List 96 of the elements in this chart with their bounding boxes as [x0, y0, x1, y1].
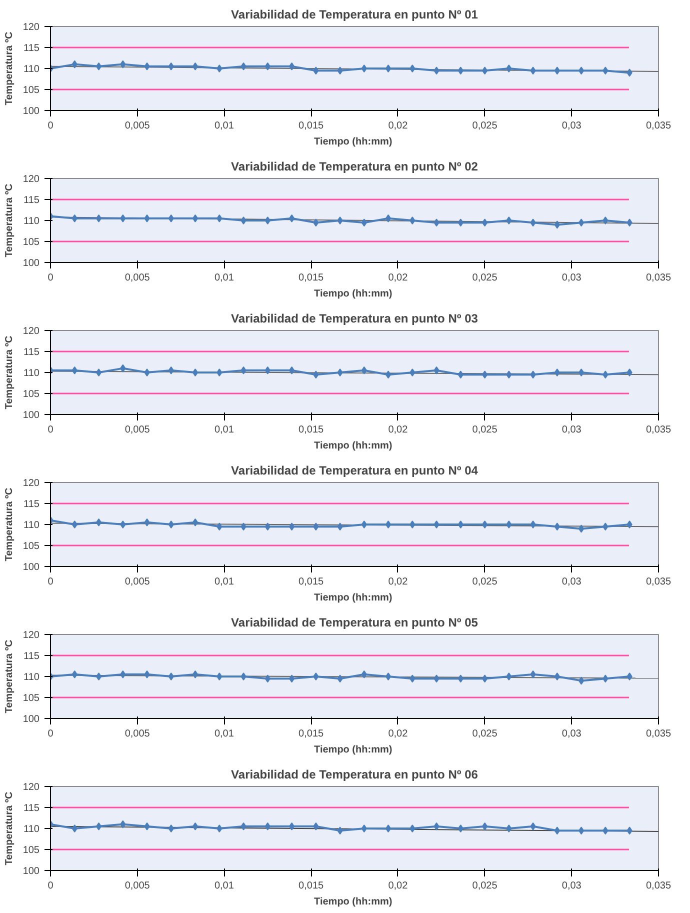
y-tick-label: 120 — [22, 478, 40, 489]
x-tick-label: 0,015 — [298, 728, 324, 740]
x-tick-label: 0 — [48, 880, 54, 892]
y-tick-label: 110 — [24, 216, 40, 227]
y-axis-title: Temperatura ºC — [4, 184, 15, 258]
x-axis-title: Tiempo (hh:mm) — [314, 136, 392, 148]
x-tick-label: 0,02 — [388, 880, 408, 892]
y-tick-label: 105 — [22, 389, 40, 400]
y-tick-label: 110 — [24, 368, 40, 379]
x-tick-label: 0,035 — [646, 120, 672, 132]
y-tick-label: 115 — [24, 347, 40, 358]
x-tick-label: 0,005 — [124, 424, 150, 436]
y-tick-label: 105 — [22, 85, 40, 96]
x-tick-label: 0,025 — [472, 272, 498, 284]
chart-title: Variabilidad de Temperatura en punto Nº 02 — [231, 160, 478, 174]
y-tick-label: 120 — [22, 326, 40, 337]
x-tick-label: 0,02 — [388, 576, 408, 588]
chart-title: Variabilidad de Temperatura en punto Nº 01 — [231, 8, 478, 22]
x-tick-label: 0,015 — [298, 576, 324, 588]
x-tick-label: 0,01 — [214, 120, 234, 132]
x-tick-label: 0,005 — [124, 880, 150, 892]
y-tick-label: 120 — [22, 782, 40, 793]
chart-title: Variabilidad de Temperatura en punto Nº 04 — [231, 464, 478, 478]
y-axis-title: Temperatura ºC — [4, 336, 15, 410]
x-tick-label: 0,03 — [562, 880, 582, 892]
x-tick-label: 0 — [48, 424, 54, 436]
y-tick-label: 115 — [24, 651, 40, 662]
x-tick-label: 0,01 — [214, 424, 234, 436]
x-tick-label: 0,015 — [298, 880, 324, 892]
x-tick-label: 0,03 — [562, 576, 582, 588]
x-tick-label: 0,025 — [472, 576, 498, 588]
y-tick-label: 120 — [22, 22, 40, 33]
x-axis-title: Tiempo (hh:mm) — [314, 744, 392, 756]
x-tick-label: 0 — [48, 728, 54, 740]
x-tick-label: 0,005 — [124, 272, 150, 284]
x-tick-label: 0,025 — [472, 120, 498, 132]
x-tick-label: 0,035 — [646, 576, 672, 588]
x-tick-label: 0,015 — [298, 120, 324, 132]
x-tick-label: 0,005 — [124, 728, 150, 740]
y-axis-title: Temperatura ºC — [4, 640, 15, 714]
y-tick-label: 110 — [24, 520, 40, 531]
x-tick-label: 0,03 — [562, 728, 582, 740]
y-tick-label: 100 — [22, 106, 40, 117]
x-tick-label: 0 — [48, 272, 54, 284]
y-tick-label: 105 — [22, 693, 40, 704]
y-tick-label: 115 — [24, 803, 40, 814]
chart-title: Variabilidad de Temperatura en punto Nº 03 — [231, 312, 478, 326]
x-tick-label: 0,02 — [388, 272, 408, 284]
x-tick-label: 0,01 — [214, 728, 234, 740]
x-axis-title: Tiempo (hh:mm) — [314, 440, 392, 452]
x-tick-label: 0,035 — [646, 272, 672, 284]
x-tick-label: 0,03 — [562, 272, 582, 284]
y-tick-label: 100 — [22, 562, 40, 573]
x-tick-label: 0,02 — [388, 120, 408, 132]
y-tick-label: 100 — [22, 258, 40, 269]
y-tick-label: 100 — [22, 410, 40, 421]
chart-title: Variabilidad de Temperatura en punto Nº 06 — [231, 768, 478, 782]
x-axis-title: Tiempo (hh:mm) — [314, 896, 392, 908]
y-tick-label: 105 — [22, 541, 40, 552]
y-axis-title: Temperatura ºC — [4, 32, 15, 106]
y-axis-title: Temperatura ºC — [4, 792, 15, 866]
x-tick-label: 0,02 — [388, 728, 408, 740]
y-tick-label: 115 — [24, 43, 40, 54]
x-tick-label: 0,01 — [214, 880, 234, 892]
y-tick-label: 110 — [24, 824, 40, 835]
x-tick-label: 0,01 — [214, 576, 234, 588]
x-tick-label: 0,015 — [298, 424, 324, 436]
x-tick-label: 0 — [48, 120, 54, 132]
x-tick-label: 0,035 — [646, 728, 672, 740]
y-axis-title: Temperatura ºC — [4, 488, 15, 562]
y-tick-label: 115 — [24, 195, 40, 206]
y-tick-label: 110 — [24, 672, 40, 683]
x-tick-label: 0,02 — [388, 424, 408, 436]
y-tick-label: 120 — [22, 174, 40, 185]
y-tick-label: 110 — [24, 64, 40, 75]
y-tick-label: 105 — [22, 845, 40, 856]
y-tick-label: 100 — [22, 714, 40, 725]
y-tick-label: 105 — [22, 237, 40, 248]
x-tick-label: 0,025 — [472, 424, 498, 436]
x-tick-label: 0,035 — [646, 424, 672, 436]
x-tick-label: 0 — [48, 576, 54, 588]
y-tick-label: 115 — [24, 499, 40, 510]
x-tick-label: 0,015 — [298, 272, 324, 284]
chart-title: Variabilidad de Temperatura en punto Nº 05 — [231, 616, 478, 630]
x-tick-label: 0,03 — [562, 424, 582, 436]
x-tick-label: 0,025 — [472, 880, 498, 892]
x-axis-title: Tiempo (hh:mm) — [314, 592, 392, 604]
y-tick-label: 100 — [22, 866, 40, 877]
x-axis-title: Tiempo (hh:mm) — [314, 288, 392, 300]
x-tick-label: 0,03 — [562, 120, 582, 132]
x-tick-label: 0,005 — [124, 576, 150, 588]
x-tick-label: 0,01 — [214, 272, 234, 284]
y-tick-label: 120 — [22, 630, 40, 641]
x-tick-label: 0,025 — [472, 728, 498, 740]
x-tick-label: 0,005 — [124, 120, 150, 132]
x-tick-label: 0,035 — [646, 880, 672, 892]
